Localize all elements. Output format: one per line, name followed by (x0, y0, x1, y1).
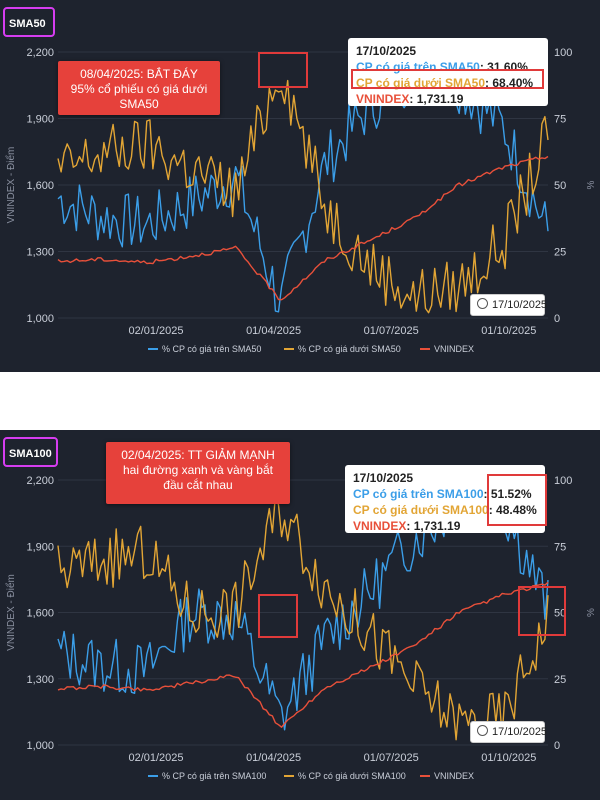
callout-text: 08/04/2025: BẮT ĐÁY 95% cổ phiếu có giá … (70, 67, 208, 111)
sma50-chart-panel: SMA50 1,000 1,300 1,600 1,900 2,200 0 25 50 75 10… (0, 0, 600, 372)
x-tick-label: 02/01/2025 (128, 752, 183, 764)
callout-text: 02/04/2025: TT GIẢM MẠNH hai đường xanh … (121, 448, 275, 492)
legend-label: % CP có giá dưới SMA100 (298, 771, 406, 781)
legend-label: % CP có giá trên SMA50 (162, 344, 261, 354)
tooltip-date: 17/10/2025 (356, 44, 417, 58)
x-tick-label: 01/10/2025 (481, 325, 536, 337)
y2-tick-label: 100 (554, 475, 572, 487)
y2-tick-label: 100 (554, 47, 572, 59)
y-tick-label: 1,600 (26, 180, 54, 192)
y-tick-label: 2,200 (26, 47, 54, 59)
y2-tick-label: 0 (554, 313, 560, 325)
tooltip-below-label: CP có giá dưới SMA100 (353, 503, 489, 517)
y-tick-label: 1,000 (26, 313, 54, 325)
y2-axis-title: % (586, 180, 597, 189)
x-tick-label: 01/04/2025 (246, 752, 301, 764)
sma100-chart-panel: SMA100 1,000 1,300 1,600 1,900 2,200 0 25 50 75 1… (0, 430, 600, 800)
x-tick-label: 02/01/2025 (128, 325, 183, 337)
sma50-tag[interactable]: SMA50 (3, 7, 55, 37)
bottom-callout: 08/04/2025: BẮT ĐÁY 95% cổ phiếu có giá … (58, 61, 220, 115)
tooltip-date: 17/10/2025 (353, 471, 414, 485)
series-line-vnindex (57, 155, 549, 301)
y2-tick-label: 25 (554, 674, 566, 686)
x-tick-label: 01/10/2025 (481, 752, 536, 764)
y-axis-title: VNINDEX - Điểm (5, 147, 17, 224)
series-line-above (57, 56, 549, 313)
y2-tick-label: 75 (554, 541, 566, 553)
y-tick-label: 1,300 (26, 247, 54, 259)
drop-callout: 02/04/2025: TT GIẢM MẠNH hai đường xanh … (106, 442, 290, 504)
below-value-highlight (351, 69, 544, 89)
tooltip-below-label: CP có giá dưới SMA50 (356, 76, 486, 90)
y2-tick-label: 50 (554, 608, 566, 620)
tooltip-above-label: CP có giá trên SMA100 (353, 487, 484, 501)
clock-icon (477, 298, 488, 309)
y-tick-label: 1,900 (26, 114, 54, 126)
tooltip-below-value: 68.40% (492, 76, 534, 90)
x-tick-label: 01/04/2025 (246, 325, 301, 337)
sma100-tooltip: 17/10/2025 CP có giá trên SMA100: 51.52%… (345, 465, 545, 533)
sma100-tag[interactable]: SMA100 (3, 437, 58, 467)
series-line-below (57, 494, 549, 741)
y2-tick-label: 50 (554, 180, 566, 192)
x-tick-label: 01/07/2025 (364, 752, 419, 764)
cross-highlight (258, 594, 298, 638)
peak-highlight (258, 52, 308, 88)
legend-label: VNINDEX (434, 771, 474, 781)
y2-axis-title: % (586, 608, 597, 617)
tooltip-index-label: VNINDEX (356, 92, 410, 106)
clock-icon (477, 725, 488, 736)
tooltip-above-value: 51.52% (490, 487, 532, 501)
values-highlight (487, 474, 547, 526)
y-tick-label: 1,000 (26, 740, 54, 752)
date-range-box[interactable]: 17/10/2025 (470, 721, 547, 743)
y-tick-label: 1,900 (26, 541, 54, 553)
y2-tick-label: 0 (554, 740, 560, 752)
series-line-vnindex (57, 581, 549, 728)
latest-highlight (518, 586, 566, 636)
series-line-below (57, 79, 549, 314)
y-tick-label: 1,300 (26, 674, 54, 686)
tooltip-index-label: VNINDEX (353, 519, 407, 533)
legend-label: % CP có giá dưới SMA50 (298, 344, 401, 354)
tooltip-index-value: 1,731.19 (413, 519, 461, 533)
tooltip-index-value: 1,731.19 (416, 92, 464, 106)
y-tick-label: 1,600 (26, 608, 54, 620)
x-tick-label: 01/07/2025 (364, 325, 419, 337)
y-tick-label: 2,200 (26, 475, 54, 487)
y-axis-title: VNINDEX - Điểm (5, 574, 17, 651)
y2-tick-label: 75 (554, 114, 566, 126)
sma50-chart[interactable]: 1,000 1,300 1,600 1,900 2,200 0 25 50 75 100 VNIND… (0, 0, 600, 372)
y2-tick-label: 25 (554, 247, 566, 259)
legend-label: % CP có giá trên SMA100 (162, 771, 266, 781)
legend-label: VNINDEX (434, 344, 474, 354)
date-range-box[interactable]: 17/10/2025 (470, 294, 547, 316)
tooltip-below-value: 48.48% (496, 503, 537, 517)
